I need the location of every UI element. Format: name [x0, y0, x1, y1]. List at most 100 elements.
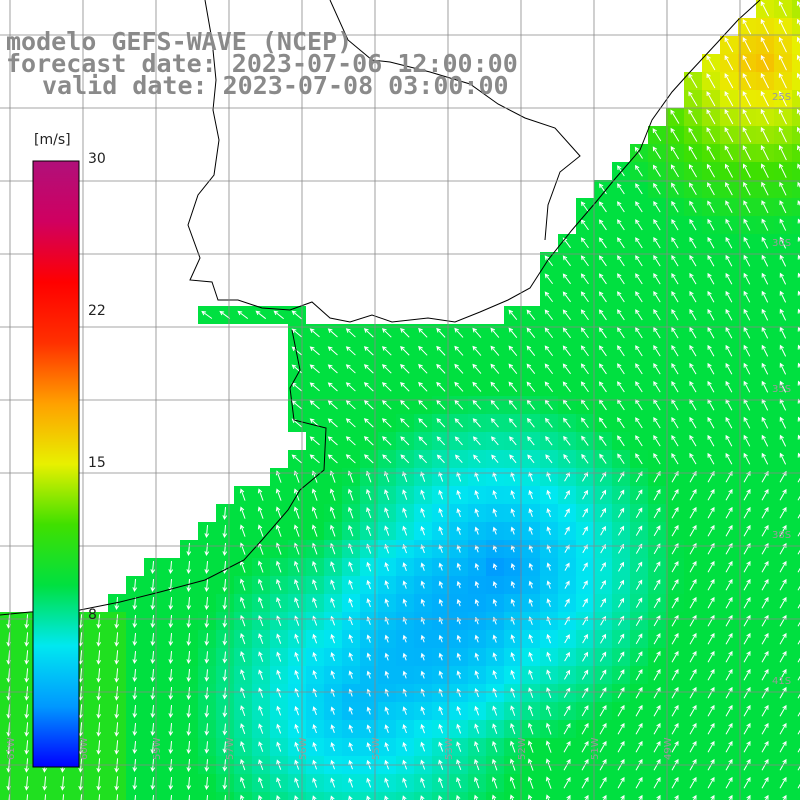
- wind-arrow: [239, 524, 246, 537]
- wind-arrow: [456, 705, 461, 716]
- speed-cell: [792, 522, 800, 540]
- wind-arrow: [742, 126, 752, 143]
- colorbar-tick-15: 15: [88, 455, 106, 471]
- wind-arrow: [688, 109, 698, 125]
- speed-cell: [450, 792, 468, 800]
- wind-arrow: [490, 327, 500, 338]
- wind-arrow: [544, 345, 554, 357]
- wind-arrow: [150, 596, 156, 611]
- colorbar-unit: [m/s]: [34, 132, 71, 148]
- wind-arrow: [418, 399, 428, 410]
- estuary-coast: [0, 329, 327, 616]
- wind-arrow: [779, 722, 787, 735]
- wind-arrow: [761, 632, 769, 645]
- wind-arrow: [168, 650, 174, 665]
- wind-arrow: [653, 182, 661, 195]
- wind-arrow: [402, 741, 407, 752]
- wind-arrow: [348, 724, 353, 733]
- wind-arrow: [381, 382, 392, 392]
- wind-arrow: [291, 328, 302, 338]
- wind-arrow: [528, 562, 534, 571]
- wind-arrow: [474, 598, 480, 607]
- wind-arrow: [779, 452, 787, 465]
- wind-arrow: [186, 632, 192, 647]
- wind-arrow: [96, 704, 102, 719]
- wind-arrow: [96, 722, 102, 737]
- wind-arrow: [456, 544, 462, 553]
- wind-arrow: [420, 634, 426, 643]
- wind-arrow: [366, 506, 372, 519]
- wind-arrow: [327, 364, 338, 374]
- wind-arrow: [24, 740, 30, 755]
- wind-arrow: [761, 218, 769, 231]
- wind-arrow: [544, 291, 554, 303]
- wind-arrow: [743, 632, 751, 645]
- wind-arrow: [778, 108, 787, 125]
- wind-arrow: [80, 794, 83, 800]
- wind-arrow: [96, 614, 102, 629]
- speed-cell: [792, 432, 800, 450]
- wind-arrow: [688, 91, 698, 107]
- wind-arrow: [671, 362, 679, 375]
- wind-arrow: [311, 506, 318, 519]
- wind-arrow: [656, 794, 661, 800]
- wind-arrow: [345, 454, 356, 464]
- wind-arrow: [384, 795, 389, 800]
- wind-arrow: [598, 417, 607, 429]
- wind-arrow: [653, 453, 661, 465]
- wind-arrow: [546, 526, 551, 535]
- wind-arrow: [724, 73, 734, 89]
- speed-cell: [792, 396, 800, 414]
- wind-arrow: [150, 704, 156, 719]
- wind-arrow: [204, 705, 210, 718]
- wind-arrow: [312, 633, 318, 644]
- wind-arrow: [544, 327, 554, 339]
- lat-label: 41S: [772, 676, 791, 687]
- wind-arrow: [330, 777, 336, 788]
- speed-cell: [792, 738, 800, 756]
- wind-arrow: [24, 776, 30, 791]
- wind-arrow: [224, 795, 227, 800]
- speed-cell: [792, 702, 800, 720]
- wind-arrow: [598, 309, 607, 321]
- wind-arrow: [725, 326, 733, 339]
- wind-arrow: [635, 489, 643, 501]
- wind-arrow: [509, 454, 517, 464]
- wind-arrow: [526, 327, 536, 339]
- wind-arrow: [510, 705, 516, 716]
- wind-arrow: [671, 560, 679, 573]
- wind-arrow: [725, 290, 733, 303]
- wind-arrow: [509, 776, 516, 789]
- wind-arrow: [761, 596, 769, 609]
- wind-arrow: [582, 489, 588, 500]
- wind-arrows: [6, 0, 800, 800]
- wind-arrow: [418, 381, 428, 392]
- wind-arrow: [653, 255, 661, 267]
- wind-arrow: [492, 526, 498, 535]
- wind-arrow: [671, 722, 679, 735]
- speed-cell: [792, 180, 800, 198]
- wind-arrow: [724, 127, 734, 143]
- wind-arrow: [492, 687, 498, 698]
- wind-arrow: [797, 416, 800, 423]
- wind-arrow: [345, 382, 356, 392]
- wind-arrow: [707, 614, 715, 627]
- wind-arrow: [474, 741, 480, 753]
- wind-arrow: [743, 560, 751, 573]
- wind-arrow: [240, 723, 246, 735]
- wind-arrow: [312, 724, 317, 734]
- wind-arrow: [688, 145, 698, 160]
- wind-arrow: [797, 675, 800, 681]
- wind-arrow: [170, 794, 173, 800]
- speed-cell: [792, 288, 800, 306]
- wind-arrow: [510, 634, 515, 643]
- wind-arrow: [456, 489, 461, 500]
- wind-arrow: [132, 722, 138, 737]
- wind-arrow: [528, 580, 534, 589]
- wind-arrow: [186, 542, 192, 557]
- wind-arrow: [797, 272, 800, 279]
- wind-arrow: [635, 633, 643, 645]
- wind-arrow: [492, 670, 497, 680]
- wind-arrow: [653, 273, 661, 285]
- wind-arrow: [779, 344, 787, 357]
